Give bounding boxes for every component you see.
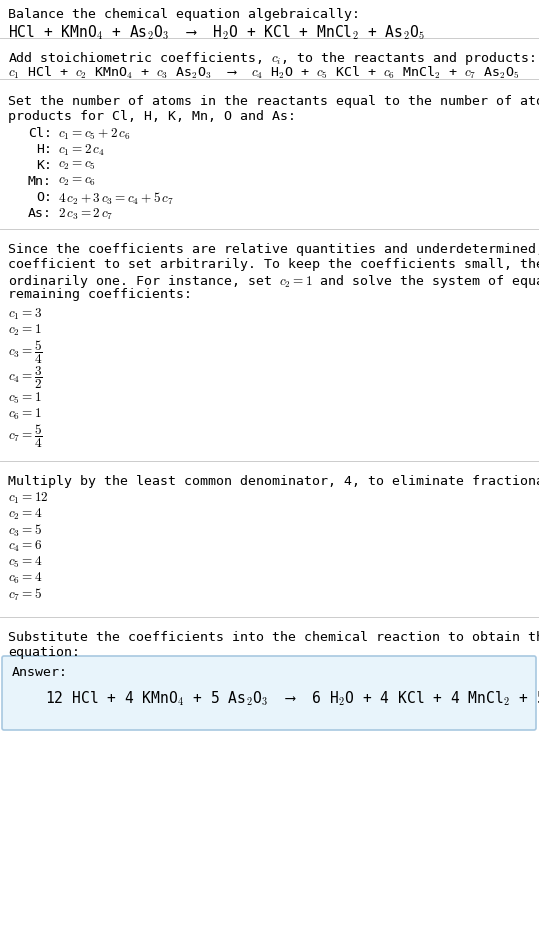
- Text: Add stoichiometric coefficients, $c_i$, to the reactants and products:: Add stoichiometric coefficients, $c_i$, …: [8, 50, 535, 67]
- Text: products for Cl, H, K, Mn, O and As:: products for Cl, H, K, Mn, O and As:: [8, 110, 296, 123]
- Text: $c_3 = \dfrac{5}{4}$: $c_3 = \dfrac{5}{4}$: [8, 339, 43, 366]
- Text: $c_6 = 1$: $c_6 = 1$: [8, 407, 42, 422]
- Text: H:: H:: [36, 143, 52, 156]
- Text: equation:: equation:: [8, 646, 80, 659]
- Text: Set the number of atoms in the reactants equal to the number of atoms in the: Set the number of atoms in the reactants…: [8, 95, 539, 108]
- Text: Answer:: Answer:: [12, 666, 68, 679]
- Text: $2\,c_3 = 2\,c_7$: $2\,c_3 = 2\,c_7$: [58, 207, 113, 222]
- Text: remaining coefficients:: remaining coefficients:: [8, 288, 192, 301]
- Text: $c_6 = 4$: $c_6 = 4$: [8, 571, 43, 586]
- Text: $c_7 = \dfrac{5}{4}$: $c_7 = \dfrac{5}{4}$: [8, 423, 43, 450]
- Text: 12 HCl + 4 KMnO$_4$ + 5 As$_2$O$_3$  ⟶  6 H$_2$O + 4 KCl + 4 MnCl$_2$ + 5 As$_2$: 12 HCl + 4 KMnO$_4$ + 5 As$_2$O$_3$ ⟶ 6 …: [45, 690, 539, 709]
- Text: O:: O:: [36, 191, 52, 204]
- Text: $c_1 = 3$: $c_1 = 3$: [8, 307, 42, 322]
- Text: As:: As:: [28, 207, 52, 220]
- Text: $4\,c_2 + 3\,c_3 = c_4 + 5\,c_7$: $4\,c_2 + 3\,c_3 = c_4 + 5\,c_7$: [58, 191, 174, 207]
- Text: $c_2 = 4$: $c_2 = 4$: [8, 507, 43, 522]
- Text: $c_1$ HCl + $c_2$ KMnO$_4$ + $c_3$ As$_2$O$_3$  ⟶  $c_4$ H$_2$O + $c_5$ KCl + $c: $c_1$ HCl + $c_2$ KMnO$_4$ + $c_3$ As$_2…: [8, 65, 520, 82]
- Text: Multiply by the least common denominator, 4, to eliminate fractional coefficient: Multiply by the least common denominator…: [8, 475, 539, 488]
- Text: $c_2 = c_6$: $c_2 = c_6$: [58, 175, 96, 188]
- Text: $c_4 = \dfrac{3}{2}$: $c_4 = \dfrac{3}{2}$: [8, 365, 43, 391]
- Text: $c_1 = c_5 + 2\,c_6$: $c_1 = c_5 + 2\,c_6$: [58, 127, 130, 142]
- Text: $c_2 = c_5$: $c_2 = c_5$: [58, 159, 96, 172]
- Text: ordinarily one. For instance, set $c_2 = 1$ and solve the system of equations fo: ordinarily one. For instance, set $c_2 =…: [8, 273, 539, 290]
- Text: Substitute the coefficients into the chemical reaction to obtain the balanced: Substitute the coefficients into the che…: [8, 631, 539, 644]
- Text: $c_4 = 6$: $c_4 = 6$: [8, 539, 42, 554]
- Text: $c_5 = 4$: $c_5 = 4$: [8, 555, 43, 570]
- Text: $c_1 = 12$: $c_1 = 12$: [8, 491, 49, 506]
- Text: Cl:: Cl:: [28, 127, 52, 140]
- FancyBboxPatch shape: [2, 656, 536, 730]
- Text: coefficient to set arbitrarily. To keep the coefficients small, the arbitrary va: coefficient to set arbitrarily. To keep …: [8, 258, 539, 271]
- Text: $c_5 = 1$: $c_5 = 1$: [8, 391, 42, 407]
- Text: Since the coefficients are relative quantities and underdetermined, choose a: Since the coefficients are relative quan…: [8, 243, 539, 256]
- Text: HCl + KMnO$_4$ + As$_2$O$_3$  ⟶  H$_2$O + KCl + MnCl$_2$ + As$_2$O$_5$: HCl + KMnO$_4$ + As$_2$O$_3$ ⟶ H$_2$O + …: [8, 24, 425, 43]
- Text: $c_7 = 5$: $c_7 = 5$: [8, 587, 42, 603]
- Text: $c_3 = 5$: $c_3 = 5$: [8, 523, 42, 540]
- Text: K:: K:: [36, 159, 52, 172]
- Text: Balance the chemical equation algebraically:: Balance the chemical equation algebraica…: [8, 8, 360, 21]
- Text: $c_2 = 1$: $c_2 = 1$: [8, 323, 42, 338]
- Text: Mn:: Mn:: [28, 175, 52, 188]
- Text: $c_1 = 2\,c_4$: $c_1 = 2\,c_4$: [58, 143, 105, 159]
